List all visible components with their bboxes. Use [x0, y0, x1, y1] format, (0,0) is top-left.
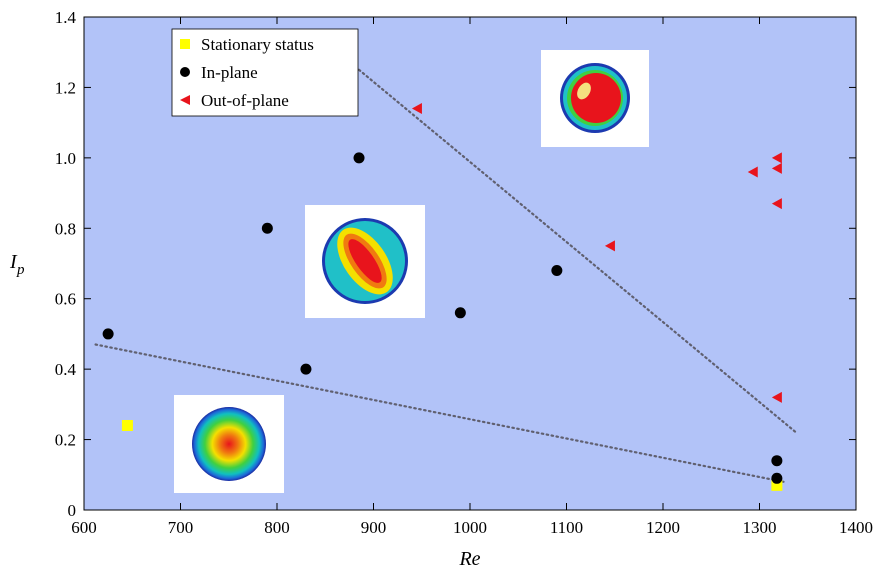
outofplane-point [411, 103, 422, 115]
boundary-line [357, 68, 798, 434]
outofplane-point [771, 198, 782, 210]
x-tick-label: 800 [264, 518, 290, 537]
inset-inplane-pattern [305, 205, 425, 318]
inplane-point [102, 328, 114, 340]
inset-stationary-pattern [174, 395, 284, 493]
outofplane-point [771, 152, 782, 164]
y-axis-label: I p [9, 251, 25, 278]
boundary-line [94, 343, 785, 483]
x-tick-label: 600 [71, 518, 97, 537]
inplane-point [454, 307, 466, 319]
x-tick-label: 1200 [646, 518, 680, 537]
x-tick-label: 1400 [839, 518, 873, 537]
x-tick-label: 700 [168, 518, 194, 537]
x-tick-label: 1000 [453, 518, 487, 537]
svg-text:p: p [16, 262, 25, 278]
y-tick-label: 0.6 [55, 290, 76, 309]
y-tick-label: 1.4 [55, 8, 77, 27]
outofplane-point [747, 166, 758, 178]
legend-marker-outofplane [180, 95, 190, 105]
y-tick-label: 0 [68, 501, 77, 520]
regime-boundary-lines [94, 68, 798, 483]
x-tick-label: 1100 [550, 518, 583, 537]
inplane-point [353, 152, 365, 164]
legend-label-inplane: In-plane [201, 63, 258, 82]
y-tick-label: 1.2 [55, 78, 76, 97]
inplane-point [771, 472, 783, 484]
x-tick-label: 900 [361, 518, 387, 537]
y-axis-ticks: 0 0.2 0.4 0.6 0.8 1.0 1.2 1.4 [55, 8, 856, 520]
stationary-point [771, 479, 783, 491]
y-tick-label: 1.0 [55, 149, 76, 168]
outofplane-point [771, 391, 782, 403]
data-markers [102, 103, 783, 491]
x-axis-ticks: 600 700 800 900 1000 1100 1200 1300 1400 [71, 17, 873, 537]
y-tick-label: 0.4 [55, 360, 77, 379]
inplane-point [551, 265, 563, 277]
outofplane-point [771, 162, 782, 174]
stationary-point [121, 419, 133, 431]
legend-label-outofplane: Out-of-plane [201, 91, 289, 110]
inplane-point [261, 222, 273, 234]
inplane-point [771, 455, 783, 467]
y-tick-label: 0.8 [55, 219, 76, 238]
svg-text:I: I [9, 251, 18, 273]
legend-marker-stationary [180, 39, 190, 49]
legend-marker-inplane [180, 67, 190, 77]
legend: Stationary status In-plane Out-of-plane [171, 28, 359, 117]
plot-frame [83, 16, 857, 511]
x-tick-label: 1300 [743, 518, 777, 537]
inplane-point [300, 363, 312, 375]
y-tick-label: 0.2 [55, 431, 76, 450]
inset-outofplane-pattern [541, 50, 649, 147]
outofplane-point [604, 240, 615, 252]
x-axis-label: Re [458, 548, 480, 570]
legend-label-stationary: Stationary status [201, 35, 314, 54]
